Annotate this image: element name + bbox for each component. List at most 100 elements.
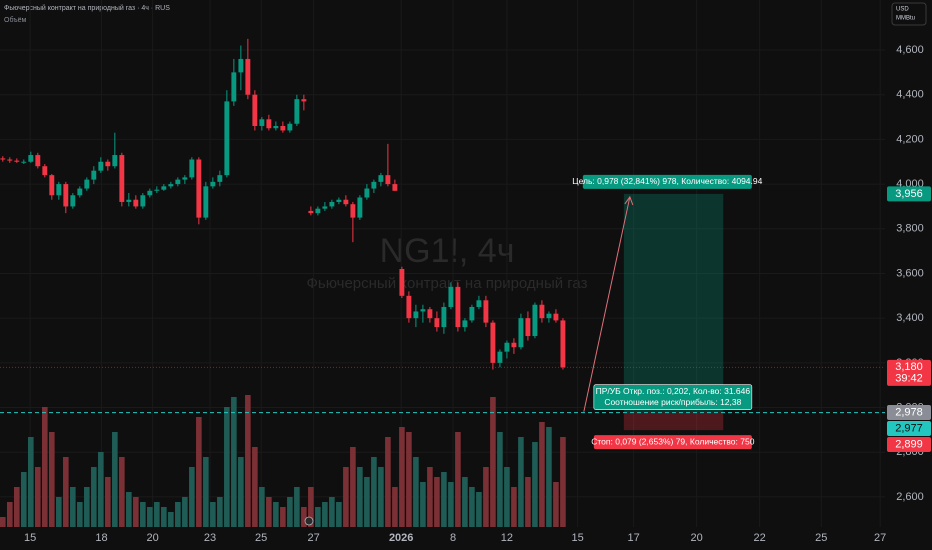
countdown: 39:42: [895, 373, 923, 385]
candle-body: [91, 170, 97, 180]
candle-body: [84, 179, 90, 189]
unit-box[interactable]: [891, 2, 927, 26]
volume-bar: [371, 457, 377, 527]
volume-bar: [105, 477, 111, 527]
candle-body: [182, 177, 188, 180]
plot: Цель: 0,978 (32,841%) 978, Количество: 4…: [0, 38, 885, 527]
candle-body: [0, 158, 6, 160]
candle-body: [371, 181, 377, 189]
candle-body: [287, 123, 293, 131]
price-label: 2,899: [895, 438, 923, 450]
candle-body: [119, 155, 125, 202]
trade-arrow: [583, 196, 631, 412]
candle-body: [210, 181, 216, 187]
candle-body: [70, 195, 76, 207]
x-tick-label: 23: [204, 532, 216, 544]
volume-bar: [294, 487, 300, 527]
x-tick-label: 27: [308, 532, 320, 544]
x-tick-label: 8: [450, 532, 456, 544]
volume-bar: [490, 397, 496, 527]
candle-body: [378, 175, 384, 182]
candle-body: [140, 195, 146, 207]
volume-bar: [413, 457, 419, 527]
stop-zone[interactable]: [623, 412, 724, 431]
watermark-symbol: NG1!, 4ч: [380, 232, 515, 270]
volume-bar: [147, 507, 153, 527]
candle-body: [462, 320, 468, 328]
volume-bar: [315, 507, 321, 527]
price-label: 3,180: [895, 361, 923, 373]
price-label-box: [887, 186, 931, 202]
volume-bar: [476, 492, 482, 527]
candle-body: [518, 318, 524, 348]
volume-bar: [196, 417, 202, 527]
candle-body: [56, 184, 62, 196]
event-icon[interactable]: [304, 516, 314, 526]
volume-bar: [455, 432, 461, 527]
volume-bar: [70, 487, 76, 527]
volume-bar: [287, 497, 293, 527]
volume-bar: [84, 487, 90, 527]
x-tick-label: 2026: [389, 532, 413, 544]
stop-label: Стоп: 0,079 (2,653%) 79, Количество: 750: [591, 436, 754, 446]
candle-body: [483, 300, 489, 323]
volume-bar: [112, 432, 118, 527]
candle-body: [147, 190, 153, 196]
candle-body: [385, 175, 391, 185]
candle-body: [14, 160, 20, 162]
x-tick-label: 22: [754, 532, 766, 544]
x-tick-label: 25: [815, 532, 827, 544]
pnl-label-box[interactable]: [593, 384, 753, 410]
volume-bar: [469, 487, 475, 527]
candle-body: [420, 309, 426, 312]
y-tick-label: 4,400: [896, 89, 924, 101]
price-label-box: [887, 359, 931, 386]
volume-bar: [308, 487, 314, 527]
candle-body: [553, 313, 559, 321]
volume-bar: [504, 467, 510, 527]
volume-bar: [182, 497, 188, 527]
target-label-box[interactable]: [582, 174, 752, 189]
volume-bar: [273, 502, 279, 527]
volume-bar: [168, 512, 174, 527]
candle-body: [532, 304, 538, 337]
volume-bar: [511, 487, 517, 527]
volume-bar: [189, 467, 195, 527]
volume-bar: [427, 467, 433, 527]
price-label: 3,956: [895, 188, 923, 200]
stop-label-box[interactable]: [593, 435, 752, 450]
volume-bar: [49, 432, 55, 527]
price-label: 2,978: [895, 406, 923, 418]
candle-body: [560, 320, 566, 368]
candle-body: [301, 99, 307, 102]
candle-body: [399, 269, 405, 296]
watermark-description: Фьючерсный контракт на природный газ: [307, 275, 588, 292]
volume-bar: [336, 502, 342, 527]
volume-bar: [7, 502, 13, 527]
volume-bar: [119, 457, 125, 527]
candle-body: [259, 119, 265, 126]
volume-bar: [462, 477, 468, 527]
volume-bar: [539, 422, 545, 527]
volume-bar: [224, 407, 230, 527]
volume-bar: [21, 472, 27, 527]
unit-currency: USD: [896, 7, 909, 13]
target-zone[interactable]: [623, 193, 724, 413]
candle-body: [413, 311, 419, 319]
volume-bar: [231, 397, 237, 527]
volume-bar: [266, 497, 272, 527]
trade-arrow-head: [624, 195, 634, 206]
volume-bar: [238, 457, 244, 527]
candle-body: [336, 199, 342, 202]
candle-body: [266, 119, 272, 129]
volume-bar: [497, 432, 503, 527]
candle-body: [196, 159, 202, 218]
candle-body: [105, 161, 111, 167]
candle-body: [364, 188, 370, 198]
candle-body: [441, 306, 447, 328]
x-tick-label: 17: [628, 532, 640, 544]
candle-body: [175, 179, 181, 185]
volume-bar: [406, 432, 412, 527]
candle-body: [28, 155, 34, 162]
